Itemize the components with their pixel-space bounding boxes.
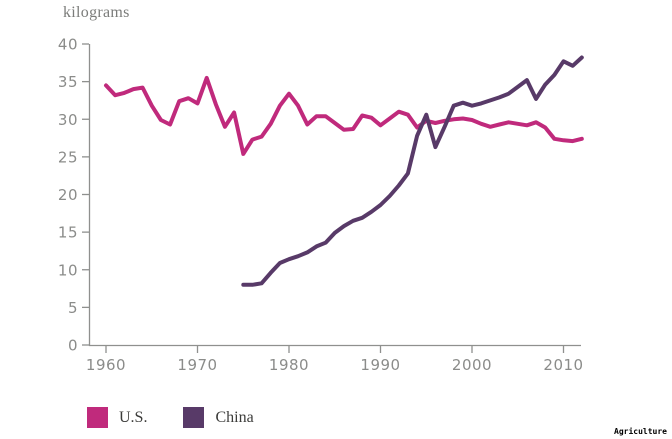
- legend: U.S. China: [87, 407, 254, 428]
- y-tick-label: 25: [58, 148, 78, 166]
- y-axis-unit-label: kilograms: [63, 4, 130, 21]
- axis-lines: [88, 44, 581, 347]
- x-tick-label: 1990: [360, 356, 400, 374]
- x-tick-label: 1980: [269, 356, 309, 374]
- y-tick-label: 15: [58, 224, 78, 242]
- china-series-line: [241, 55, 584, 287]
- x-tick-label: 1960: [86, 356, 126, 374]
- category-tag: Agriculture: [614, 427, 667, 436]
- y-tick-label: 40: [58, 36, 78, 54]
- x-tick-label: 1970: [177, 356, 217, 374]
- y-tick-label: 30: [58, 111, 78, 129]
- y-tick-label: 0: [68, 337, 78, 355]
- x-tick-label: 2000: [452, 356, 492, 374]
- china-legend-swatch: [183, 407, 205, 428]
- y-tick-label: 20: [58, 186, 78, 204]
- us-legend-swatch: [87, 407, 108, 428]
- y-tick-label: 35: [58, 73, 78, 91]
- y-tick-label: 5: [68, 299, 78, 317]
- y-tick-label: 10: [58, 261, 78, 279]
- x-tick-label: 2010: [543, 356, 583, 374]
- us-legend-label: U.S.: [119, 408, 148, 426]
- legend-item-china: China: [183, 407, 254, 428]
- legend-item-us: U.S.: [87, 407, 147, 428]
- china-legend-label: China: [215, 408, 254, 426]
- us-series-line: [104, 75, 584, 156]
